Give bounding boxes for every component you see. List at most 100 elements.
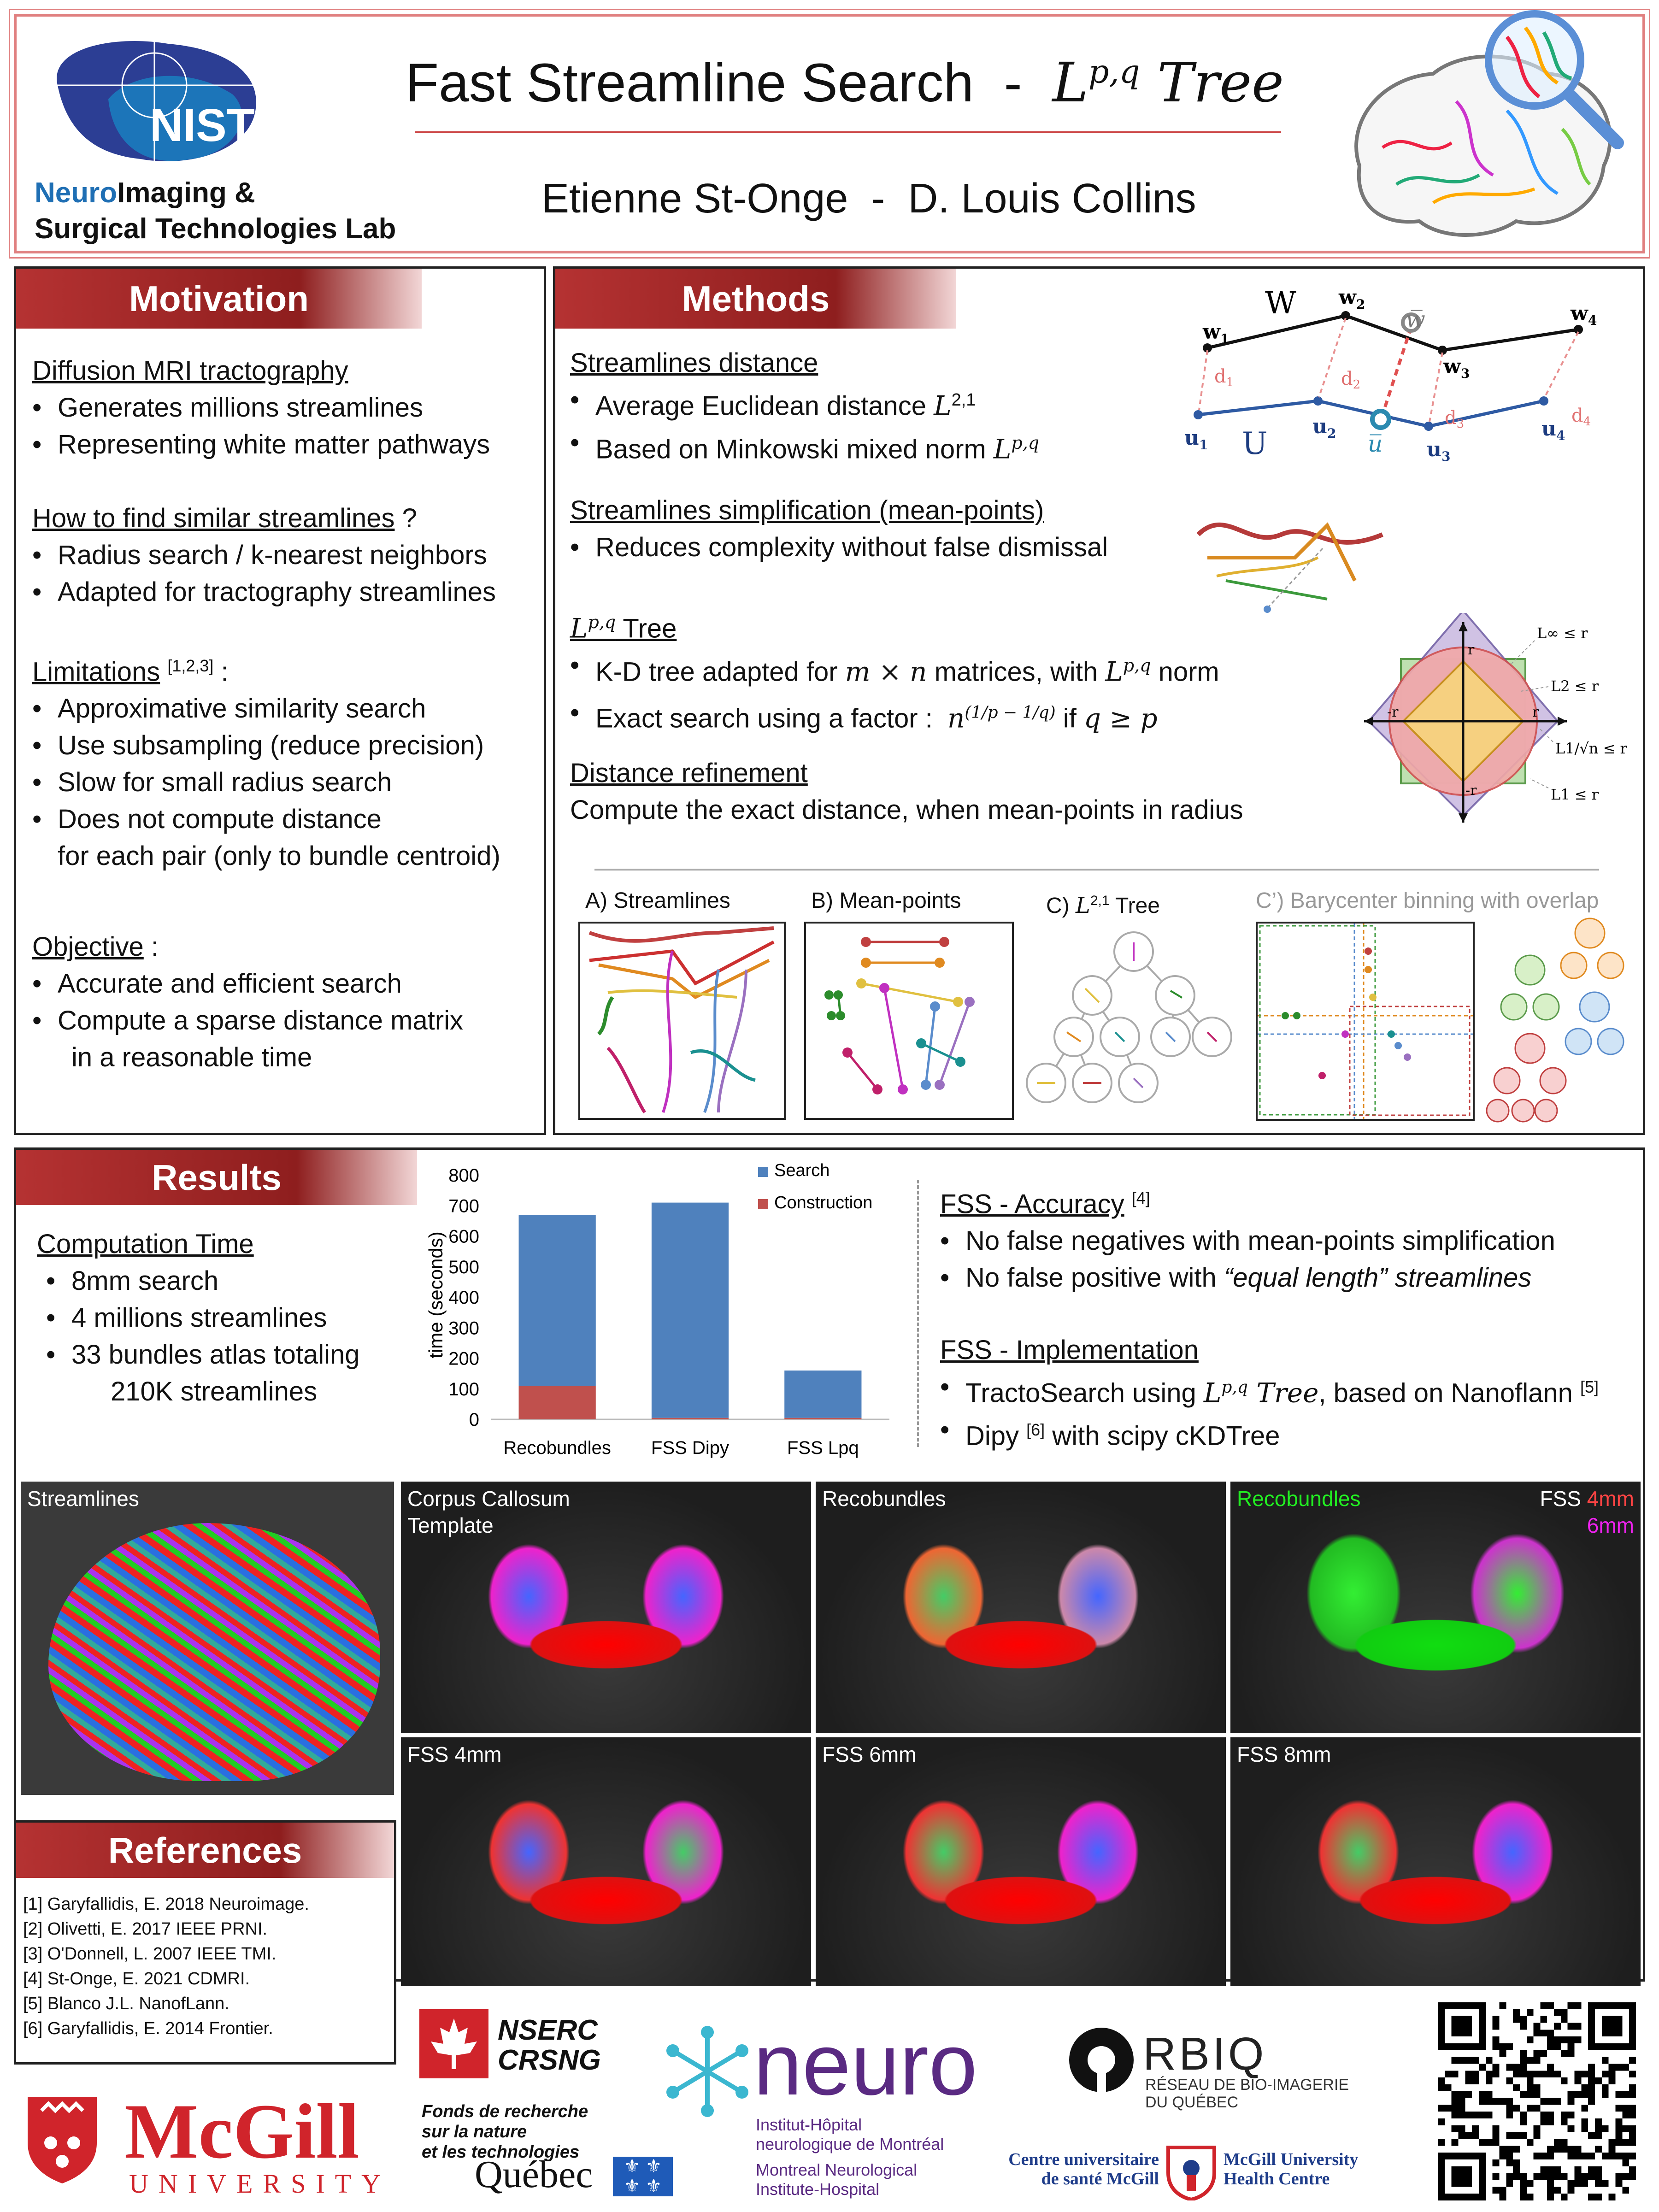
qr-module (1513, 2159, 1520, 2166)
impl-i1a: TractoSearch using (965, 1378, 1204, 1408)
s4-item-1: Accurate and efficient search (32, 965, 463, 1002)
impl-i2a: Dipy (965, 1421, 1027, 1451)
qr-module (1567, 2153, 1575, 2160)
m1-i2-text: Based on Minkowski mixed norm (595, 434, 994, 465)
qr-module (1438, 2084, 1445, 2091)
svg-text:L2 ≤ r: L2 ≤ r (1551, 677, 1599, 695)
streamline-distance-diagram: w1 w2 w3 w4 W w̅ u1 u2 u3 u4 U u̅ d1 d2 … (1166, 276, 1645, 516)
qr-module (1560, 2016, 1568, 2023)
qr-module (1588, 2077, 1595, 2084)
svg-text:d4: d4 (1571, 405, 1591, 429)
qr-module (1451, 2139, 1459, 2146)
chart-y-tick-label: 400 (448, 1288, 479, 1308)
qr-module (1499, 2194, 1506, 2200)
chart-y-tick-label: 500 (448, 1257, 479, 1277)
computation-time: Computation Time 8mm search 4 millions s… (37, 1226, 360, 1410)
qr-module (1506, 2132, 1513, 2139)
methods-divider (594, 869, 1599, 871)
qr-module (1567, 2125, 1575, 2132)
qr-module (1588, 2173, 1595, 2180)
qr-code[interactable] (1438, 2002, 1636, 2200)
qr-module (1554, 2036, 1561, 2043)
img-label-fss6: FSS 6mm (822, 1742, 917, 1766)
qr-module (1519, 2091, 1527, 2098)
qr-module (1499, 2002, 1506, 2009)
qr-module (1615, 2064, 1623, 2071)
qr-module (1588, 2071, 1595, 2078)
m3-i1b: matrices, with (927, 657, 1106, 687)
qr-module (1540, 2016, 1547, 2023)
s1-item-2: Representing white matter pathways (32, 426, 490, 463)
qr-module (1492, 2036, 1500, 2043)
nserc-logo: NSERC (419, 2009, 627, 2101)
qr-module (1492, 2071, 1500, 2078)
qr-module (1554, 2166, 1561, 2173)
qr-module (1567, 2091, 1575, 2098)
qr-module (1458, 2098, 1465, 2105)
computation-time-chart: time (seconds) 0 100 200 300 400 500 600 700 800… (415, 1157, 908, 1479)
qr-module (1513, 2009, 1520, 2016)
chart-y-tick-label: 200 (448, 1349, 479, 1369)
qr-module (1622, 2091, 1630, 2098)
methods-m1: Streamlines distance Average Euclidean d… (570, 345, 1039, 468)
qr-module (1554, 2023, 1561, 2030)
references-heading: References (16, 1823, 394, 1878)
qr-module (1622, 2112, 1630, 2119)
qr-module (1622, 2187, 1630, 2194)
qr-module (1581, 2084, 1588, 2091)
qr-module (1567, 2112, 1575, 2119)
chart-bar-construction (518, 1386, 596, 1419)
qr-module (1622, 2139, 1630, 2146)
recobundles-image: Recobundles (816, 1482, 1226, 1733)
qr-module (1465, 2132, 1472, 2139)
qr-module (1615, 2139, 1623, 2146)
s3-head-line: Limitations [1,2,3] : (32, 647, 500, 690)
acc-i2b: “equal length” streamlines (1224, 1263, 1532, 1293)
neuro-2: neurologique de Montréal (756, 2135, 944, 2153)
cc-line-2: Template (407, 1513, 494, 1537)
qr-module (1581, 2173, 1588, 2180)
qr-module (1451, 2091, 1459, 2098)
maple-leaf-icon (419, 2009, 488, 2078)
qr-module (1615, 2173, 1623, 2180)
svg-text:w4: w4 (1570, 302, 1597, 328)
motivation-s1: Diffusion MRI tractography Generates mil… (32, 353, 490, 463)
qr-module (1485, 2091, 1493, 2098)
rbiq-1: RÉSEAU DE BIO-IMAGERIE (1145, 2076, 1349, 2094)
qr-module (1533, 2084, 1541, 2091)
qr-module (1492, 2016, 1500, 2023)
chart-bar-search (651, 1202, 729, 1418)
svg-text:u3: u3 (1427, 438, 1450, 464)
m1-item-2: Based on Minkowski mixed norm Lp,q (570, 424, 1039, 468)
qr-module (1458, 2125, 1465, 2132)
qr-module (1519, 2112, 1527, 2119)
qr-module (1533, 2153, 1541, 2160)
panel-a-streamlines (578, 922, 786, 1120)
qr-module (1451, 2016, 1472, 2037)
qr-module (1444, 2105, 1452, 2112)
qr-module (1519, 2016, 1527, 2023)
norm-balls-diagram: r -r r -r L∞ ≤ r L2 ≤ r L1/√n ≤ r L1 ≤ r (1355, 609, 1641, 830)
qr-module (1595, 2180, 1602, 2187)
svg-text:d3: d3 (1445, 407, 1464, 431)
m3-i2b: if (1055, 703, 1084, 733)
cusm-1: Centre universitaire (1008, 2150, 1159, 2169)
s3-item-3: Slow for small radius search (32, 764, 500, 801)
qr-module (1499, 2153, 1506, 2160)
m3-i1l: L (1105, 656, 1123, 688)
norm-linf: L∞ ≤ r (1537, 624, 1588, 642)
neuro-wordmark: neuro (753, 2016, 977, 2113)
authors: Etienne St-Onge - D. Louis Collins (541, 176, 1196, 222)
qr-module (1560, 2118, 1568, 2125)
impl-i1m: Tree (1247, 1377, 1319, 1409)
bundle-render (452, 1765, 760, 1959)
frq-1: Fonds de recherche (422, 2102, 588, 2121)
references-list: [1] Garyfallidis, E. 2018 Neuroimage. [2… (23, 1892, 309, 2041)
qr-module (1567, 2180, 1575, 2187)
m3-i1sup: p,q (1123, 655, 1151, 676)
impl-i2b: with scipy cKDTree (1045, 1421, 1280, 1451)
panel-c2-label: C’) Barycenter binning with overlap (1256, 888, 1599, 913)
qr-module (1622, 2125, 1630, 2132)
panel-c-sup: 2,1 (1090, 893, 1110, 908)
qr-module (1451, 2125, 1459, 2132)
